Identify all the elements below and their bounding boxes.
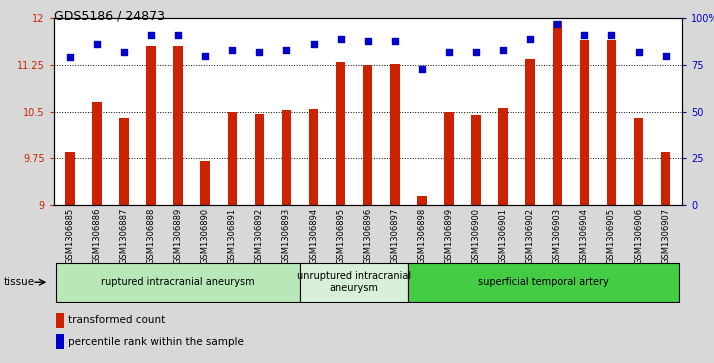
Bar: [336, 62, 346, 205]
Point: [389, 38, 401, 44]
Point: [308, 41, 319, 47]
Text: GDS5186 / 24873: GDS5186 / 24873: [54, 9, 164, 22]
Point: [281, 47, 292, 53]
Point: [146, 32, 157, 38]
Text: transformed count: transformed count: [69, 315, 166, 325]
Bar: [363, 65, 373, 205]
Text: GSM1306899: GSM1306899: [444, 208, 453, 264]
Text: GSM1306901: GSM1306901: [498, 208, 508, 264]
Bar: [92, 102, 101, 205]
Bar: [255, 114, 264, 205]
Text: GSM1306888: GSM1306888: [146, 208, 156, 264]
Bar: [553, 21, 562, 205]
Point: [91, 41, 103, 47]
Text: ruptured intracranial aneurysm: ruptured intracranial aneurysm: [101, 277, 255, 287]
Bar: [634, 118, 643, 205]
Point: [64, 54, 76, 60]
Text: GSM1306900: GSM1306900: [471, 208, 481, 264]
Point: [362, 38, 373, 44]
Point: [253, 49, 265, 55]
FancyBboxPatch shape: [300, 262, 408, 302]
Bar: [444, 112, 453, 205]
Point: [226, 47, 238, 53]
Bar: [56, 313, 64, 328]
Bar: [201, 162, 210, 205]
Point: [525, 36, 536, 42]
Point: [471, 49, 482, 55]
Text: GSM1306904: GSM1306904: [580, 208, 589, 264]
Bar: [282, 110, 291, 205]
Text: GSM1306886: GSM1306886: [92, 208, 101, 264]
Text: GSM1306894: GSM1306894: [309, 208, 318, 264]
Text: superficial temporal artery: superficial temporal artery: [478, 277, 609, 287]
Point: [416, 66, 428, 72]
Text: GSM1306906: GSM1306906: [634, 208, 643, 264]
Text: GSM1306903: GSM1306903: [553, 208, 562, 264]
Point: [605, 32, 617, 38]
Text: unruptured intracranial
aneurysm: unruptured intracranial aneurysm: [297, 272, 411, 293]
Text: percentile rank within the sample: percentile rank within the sample: [69, 337, 244, 347]
Point: [498, 47, 509, 53]
Bar: [526, 59, 535, 205]
Text: GSM1306897: GSM1306897: [391, 208, 399, 264]
Text: GSM1306890: GSM1306890: [201, 208, 210, 264]
Bar: [308, 109, 318, 205]
Point: [660, 53, 671, 58]
Bar: [174, 46, 183, 205]
Point: [578, 32, 590, 38]
Text: GSM1306891: GSM1306891: [228, 208, 237, 264]
Text: GSM1306902: GSM1306902: [526, 208, 535, 264]
Text: GSM1306885: GSM1306885: [65, 208, 74, 264]
Bar: [471, 115, 481, 205]
Point: [172, 32, 183, 38]
Point: [552, 21, 563, 26]
Text: GSM1306893: GSM1306893: [282, 208, 291, 264]
Text: GSM1306895: GSM1306895: [336, 208, 345, 264]
Bar: [228, 112, 237, 205]
Text: GSM1306898: GSM1306898: [418, 208, 426, 264]
Bar: [607, 40, 616, 205]
Bar: [417, 196, 426, 205]
Point: [633, 49, 644, 55]
FancyBboxPatch shape: [56, 262, 300, 302]
Bar: [56, 334, 64, 349]
Point: [335, 36, 346, 42]
Point: [199, 53, 211, 58]
Bar: [498, 108, 508, 205]
Bar: [580, 40, 589, 205]
Point: [443, 49, 455, 55]
Bar: [390, 64, 400, 205]
Text: GSM1306907: GSM1306907: [661, 208, 670, 264]
Text: GSM1306887: GSM1306887: [119, 208, 129, 264]
Text: GSM1306905: GSM1306905: [607, 208, 616, 264]
Text: tissue: tissue: [4, 277, 35, 287]
Bar: [119, 118, 129, 205]
Bar: [146, 46, 156, 205]
FancyBboxPatch shape: [408, 262, 679, 302]
Bar: [661, 152, 670, 205]
Point: [119, 49, 130, 55]
Text: GSM1306892: GSM1306892: [255, 208, 264, 264]
Text: GSM1306889: GSM1306889: [174, 208, 183, 264]
Text: GSM1306896: GSM1306896: [363, 208, 372, 264]
Bar: [65, 152, 74, 205]
